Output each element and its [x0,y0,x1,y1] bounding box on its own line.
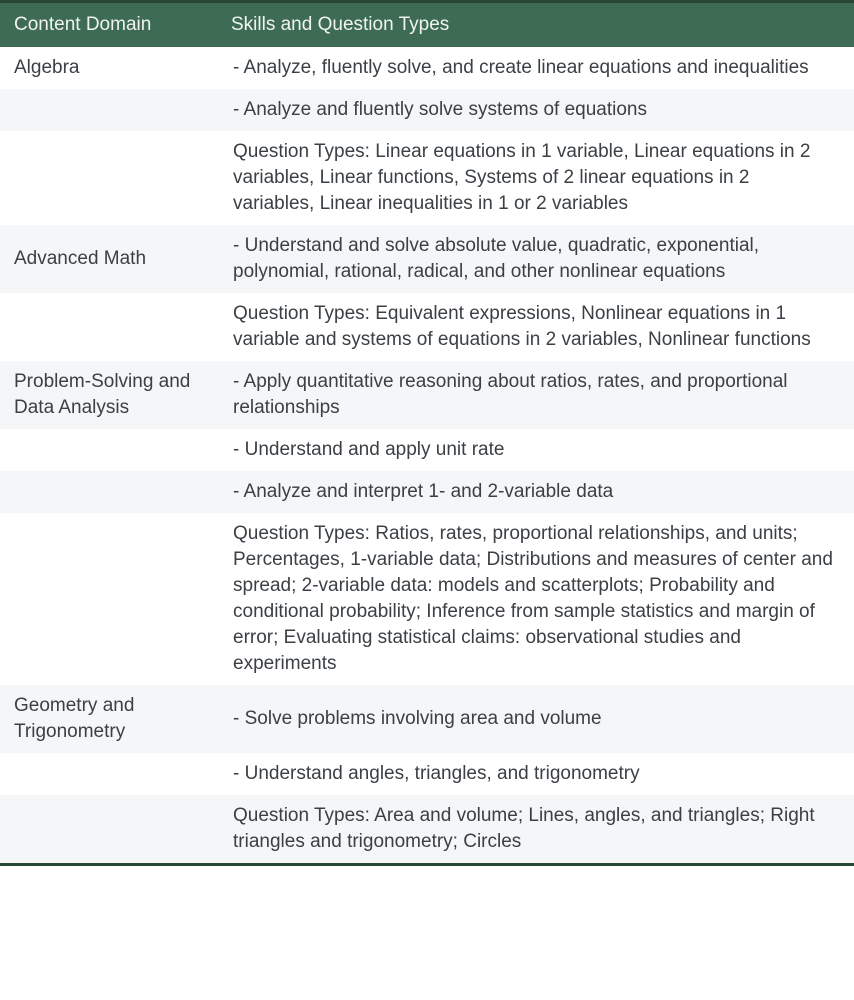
skills-cell: - Analyze and fluently solve systems of … [217,89,854,131]
skills-cell: Question Types: Ratios, rates, proportio… [217,513,854,685]
table-row: Algebra - Analyze, fluently solve, and cr… [0,47,854,89]
table-row: - Analyze and interpret 1- and 2-variabl… [0,471,854,513]
skills-cell: Question Types: Area and volume; Lines, … [217,795,854,865]
content-domain-cell: Algebra [0,47,217,89]
table-row: - Analyze and fluently solve systems of … [0,89,854,131]
skills-cell: - Understand and solve absolute value, q… [217,225,854,293]
table-row: Geometry and Trigonometry - Solve problem… [0,685,854,753]
table-row: Question Types: Equivalent expressions, … [0,293,854,361]
skills-cell: - Understand and apply unit rate [217,429,854,471]
table-row: - Understand angles, triangles, and trig… [0,753,854,795]
table-row: - Understand and apply unit rate [0,429,854,471]
content-domain-cell [0,429,217,471]
content-domain-cell [0,753,217,795]
content-domain-cell [0,293,217,361]
table-row: Advanced Math - Understand and solve abso… [0,225,854,293]
content-domain-cell [0,513,217,685]
table-row: Question Types: Ratios, rates, proportio… [0,513,854,685]
content-domain-cell: Problem-Solving and Data Analysis [0,361,217,429]
content-domain-cell: Advanced Math [0,225,217,293]
skills-cell: - Apply quantitative reasoning about rat… [217,361,854,429]
column-header-skills-and-question-types: Skills and Question Types [217,1,854,47]
content-domain-cell [0,471,217,513]
skills-cell: Question Types: Equivalent expressions, … [217,293,854,361]
skills-cell: - Analyze, fluently solve, and create li… [217,47,854,89]
content-domain-cell [0,131,217,225]
content-domain-cell [0,795,217,865]
table-body: Algebra - Analyze, fluently solve, and cr… [0,47,854,865]
table-row: Question Types: Linear equations in 1 va… [0,131,854,225]
column-header-content-domain: Content Domain [0,1,217,47]
table-row: Problem-Solving and Data Analysis - Apply… [0,361,854,429]
table-header: Content Domain Skills and Question Types [0,1,854,47]
table-row: Question Types: Area and volume; Lines, … [0,795,854,865]
skills-cell: - Understand angles, triangles, and trig… [217,753,854,795]
skills-cell: - Analyze and interpret 1- and 2-variabl… [217,471,854,513]
content-domain-cell [0,89,217,131]
content-domain-table: Content Domain Skills and Question Types… [0,0,854,866]
content-domain-cell: Geometry and Trigonometry [0,685,217,753]
header-row: Content Domain Skills and Question Types [0,1,854,47]
skills-cell: - Solve problems involving area and volu… [217,685,854,753]
skills-cell: Question Types: Linear equations in 1 va… [217,131,854,225]
